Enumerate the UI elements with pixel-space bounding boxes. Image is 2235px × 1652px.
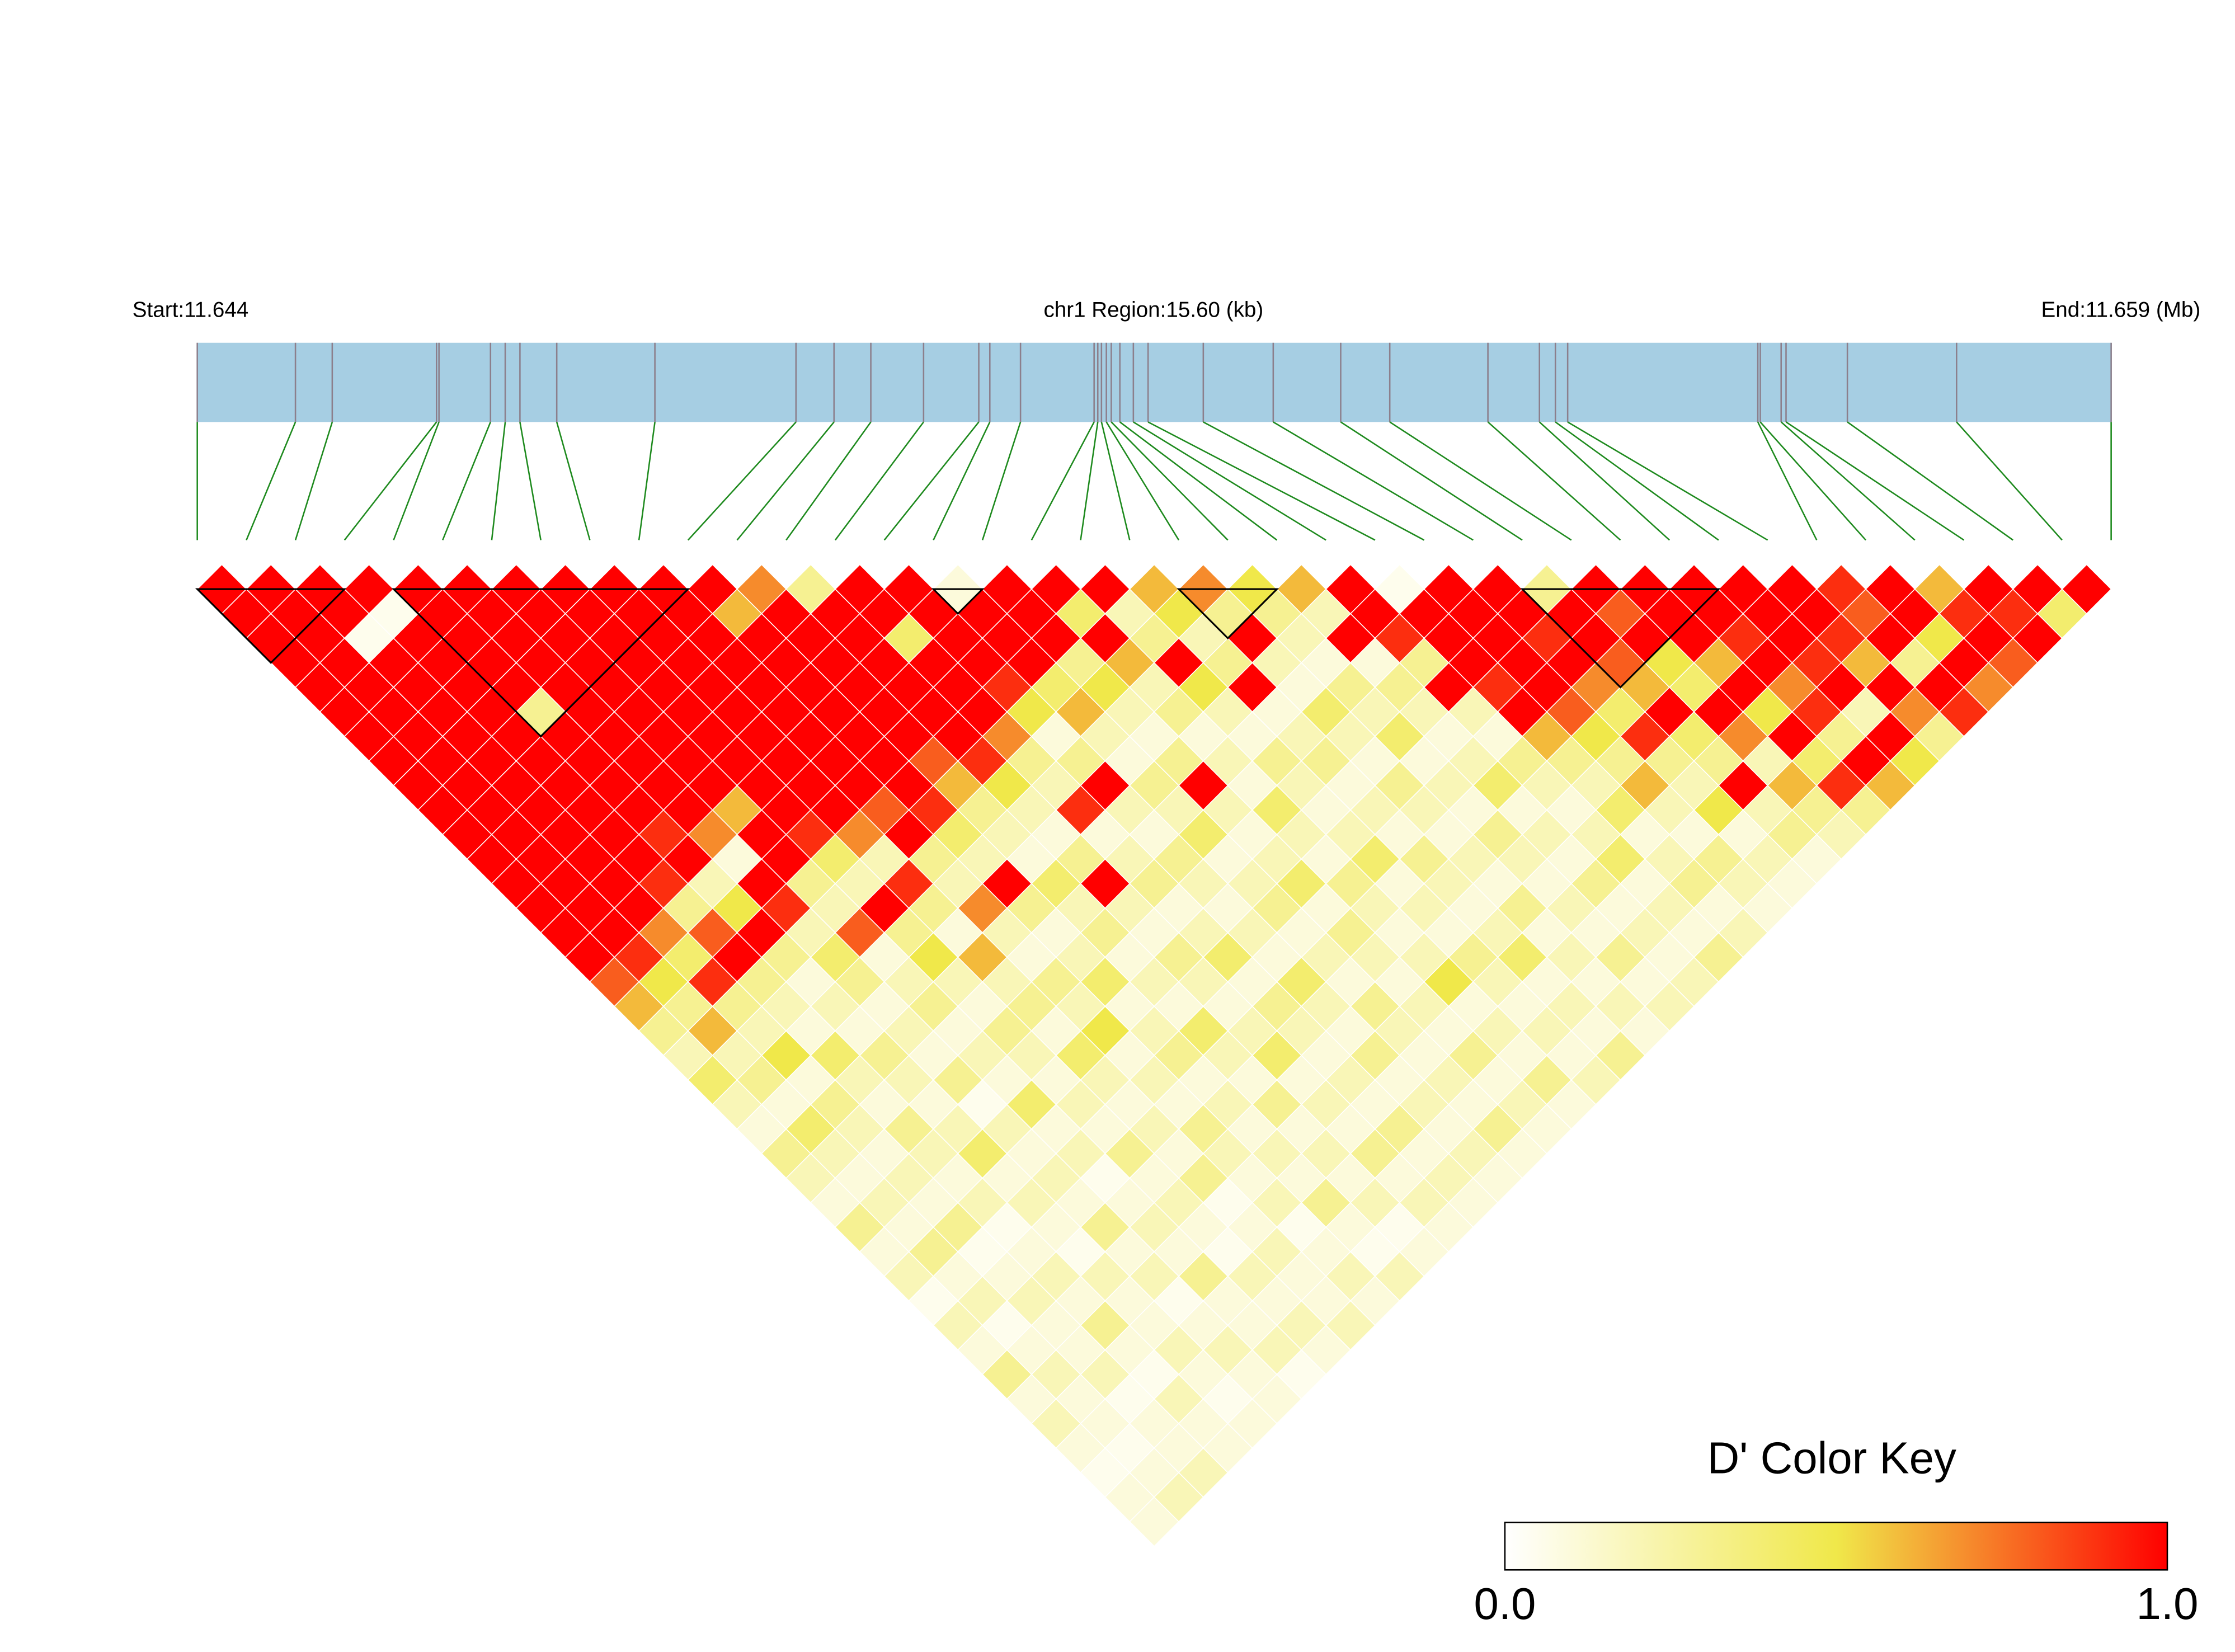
colorbar	[1504, 1522, 2168, 1571]
end-label: End:11.659 (Mb)	[2041, 298, 2201, 322]
haplotype-block	[931, 588, 985, 615]
snp-connector	[491, 422, 506, 540]
haplotype-block	[1520, 588, 1721, 689]
snp-connector	[736, 421, 835, 541]
snp-connector	[1273, 421, 1474, 541]
snp-connector	[1105, 421, 1180, 541]
snp-connector	[1119, 421, 1278, 541]
snp-connector	[981, 421, 1022, 540]
snp-connector	[246, 421, 297, 540]
snp-connector	[1389, 421, 1572, 541]
ld-cell	[2061, 564, 2112, 615]
snp-connector	[883, 421, 980, 541]
snp-connector	[1538, 421, 1671, 541]
snp-connector	[1759, 421, 1867, 541]
snp-connector	[1956, 421, 2063, 541]
gene-region-bar	[197, 342, 2111, 422]
snp-connector	[519, 422, 542, 540]
snp-connector	[556, 421, 591, 540]
snp-connector	[393, 421, 440, 540]
haplotype-block	[195, 588, 347, 664]
snp-connector	[1555, 421, 1719, 541]
snp-connector	[1847, 421, 2013, 541]
snp-connector	[834, 421, 924, 541]
snp-connector	[1487, 421, 1621, 541]
start-label: Start:11.644	[133, 298, 248, 322]
snp-connector	[344, 421, 437, 541]
snp-connector	[1757, 421, 1818, 541]
snp-connector	[1147, 421, 1376, 541]
snp-connector	[1031, 421, 1095, 541]
snp-connector	[294, 421, 333, 540]
snp-connector	[638, 422, 656, 540]
snp-connector	[1785, 421, 1965, 541]
haplotype-block	[1177, 588, 1279, 640]
snp-connector	[1111, 421, 1229, 541]
snp-connector	[1100, 422, 1131, 540]
snp-connector	[1340, 421, 1523, 541]
colorbar-tick-label: 1.0	[2137, 1579, 2199, 1629]
haplotype-block	[391, 588, 690, 738]
snp-connector	[933, 421, 991, 541]
snp-connector	[1133, 421, 1326, 541]
snp-connector	[1567, 421, 1768, 541]
snp-connector	[1780, 421, 1916, 541]
snp-connector	[1080, 422, 1099, 540]
colorbar-tick-label: 0.0	[1474, 1579, 1536, 1629]
snp-connector	[785, 421, 872, 541]
region-label: chr1 Region:15.60 (kb)	[1043, 298, 1263, 322]
snp-connector	[1203, 421, 1425, 541]
snp-connector	[442, 421, 491, 540]
snp-connector	[687, 421, 797, 541]
colorbar-title: D' Color Key	[1707, 1433, 1956, 1483]
